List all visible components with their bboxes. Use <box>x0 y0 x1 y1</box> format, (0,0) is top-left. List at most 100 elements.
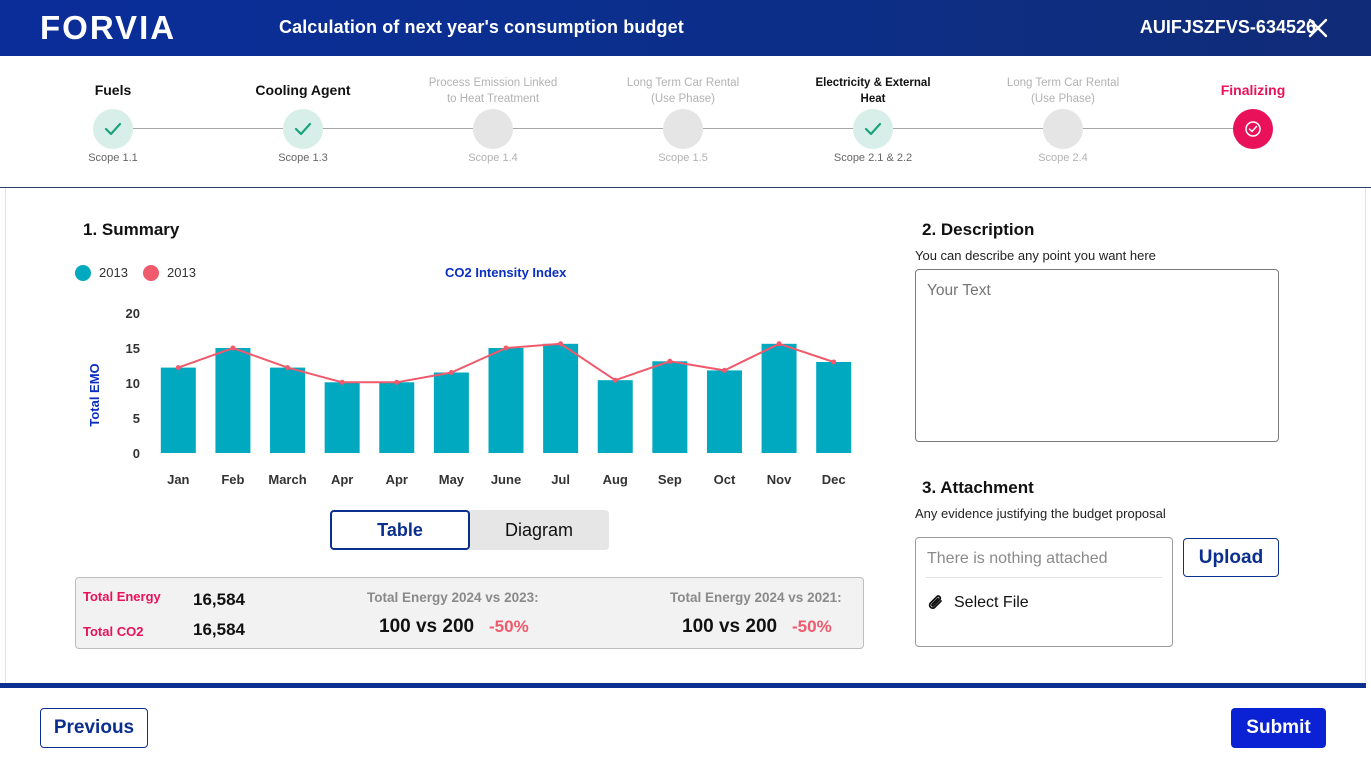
chart-point <box>339 379 345 385</box>
x-tick-label: Nov <box>767 472 792 487</box>
close-button[interactable] <box>1307 17 1329 39</box>
table-toggle-button[interactable]: Table <box>330 510 470 550</box>
step-scope: Scope 1.3 <box>278 152 328 164</box>
step-label: Process Emission Linked to Heat Treatmen… <box>428 77 558 105</box>
chart-point <box>776 341 782 347</box>
chart-bar <box>488 348 524 453</box>
x-tick-label: Dec <box>822 472 846 487</box>
comparison-value: 100 vs 200 <box>682 616 778 637</box>
step-label: Fuels <box>94 82 132 98</box>
y-tick-label: 5 <box>133 411 140 426</box>
total-energy-value: 16,584 <box>193 590 245 609</box>
comparison-label: Total Energy 2024 vs 2021: <box>670 590 842 605</box>
step-scope: Scope 1.5 <box>658 152 708 164</box>
step-label: Electricity & External Heat <box>815 77 931 105</box>
select-file-button[interactable]: Select File <box>926 591 1029 615</box>
step-status <box>853 109 893 149</box>
chart-bar <box>543 343 579 453</box>
x-tick-label: Oct <box>714 472 736 487</box>
step-scope: Scope 1.4 <box>468 152 518 164</box>
chart-point <box>721 367 727 373</box>
attachment-empty-text: There is nothing attached <box>927 550 1108 567</box>
check-circle-icon <box>1245 121 1261 137</box>
forvia-logo: FORVIA <box>40 12 220 44</box>
chart-bar <box>816 362 852 453</box>
y-tick-label: 20 <box>126 306 140 321</box>
paperclip-icon <box>928 595 942 609</box>
chart-bar <box>652 361 688 453</box>
legend-label: 2013 <box>99 265 128 280</box>
chart-bar <box>215 348 251 453</box>
chart-bar <box>433 372 469 453</box>
chart-title: CO2 Intensity Index <box>445 265 567 280</box>
comparison-delta: -50% <box>792 617 832 636</box>
summary-title: 1. Summary <box>83 220 180 239</box>
chart-point <box>612 377 618 383</box>
total-co2-value: 16,584 <box>193 620 245 639</box>
x-tick-label: June <box>491 472 521 487</box>
comparison-value: 100 vs 200 <box>379 616 475 637</box>
check-icon <box>864 122 882 136</box>
step-status <box>663 109 703 149</box>
upload-button[interactable]: Upload <box>1183 538 1279 577</box>
chart-point <box>230 345 236 351</box>
description-subtitle: You can describe any point you want here <box>915 248 1156 263</box>
total-energy-label: Total Energy <box>83 589 161 604</box>
legend-label: 2013 <box>167 265 196 280</box>
step-status <box>1043 109 1083 149</box>
document-id: AUIFJSZFVS-634526 <box>1139 17 1316 37</box>
y-tick-label: 0 <box>133 446 140 461</box>
submit-button[interactable]: Submit <box>1231 708 1326 748</box>
attachment-subtitle: Any evidence justifying the budget propo… <box>915 506 1166 521</box>
divider <box>926 577 1162 578</box>
description-textarea[interactable] <box>915 269 1279 442</box>
x-tick-label: Feb <box>221 472 244 487</box>
x-tick-label: March <box>268 472 306 487</box>
content-border <box>5 188 6 682</box>
step-label: Long Term Car Rental (Use Phase) <box>626 77 740 105</box>
app-header: FORVIA Calculation of next year's consum… <box>0 0 1371 56</box>
chart-point <box>285 365 291 371</box>
diagram-toggle-button[interactable]: Diagram <box>469 510 609 550</box>
y-tick-label: 10 <box>126 376 140 391</box>
chart-bar <box>706 370 742 453</box>
chart-point <box>448 370 454 375</box>
x-tick-label: May <box>439 472 465 487</box>
step-label: Cooling Agent <box>255 82 351 98</box>
y-tick-label: 15 <box>126 341 140 356</box>
check-icon <box>104 122 122 136</box>
chart-bar <box>270 367 306 453</box>
chart-bar <box>324 382 360 453</box>
progress-stepper: Fuels Scope 1.1 Cooling Agent Scope 1.3 … <box>0 56 1371 188</box>
previous-button[interactable]: Previous <box>40 708 148 748</box>
x-tick-label: Apr <box>331 472 353 487</box>
select-file-label: Select File <box>954 594 1029 611</box>
x-tick-label: Jul <box>551 472 570 487</box>
bar-line-chart: Total EMO 0 5 10 15 20 Jan Feb March Apr Apr May Jun… <box>87 306 852 487</box>
step-status <box>1233 109 1273 149</box>
check-icon <box>294 122 312 136</box>
step-scope: Scope 2.4 <box>1038 152 1088 164</box>
y-axis-title: Total EMO <box>87 363 102 426</box>
step-status <box>473 109 513 149</box>
step-status <box>93 109 133 149</box>
x-tick-label: Apr <box>386 472 408 487</box>
step-label: Finalizing <box>1220 82 1286 98</box>
step-label: Long Term Car Rental (Use Phase) <box>1006 77 1120 105</box>
comparison-delta: -50% <box>489 617 529 636</box>
view-toggle: Diagram Table <box>330 510 610 550</box>
x-tick-label: Jan <box>167 472 189 487</box>
description-title: 2. Description <box>922 220 1035 239</box>
comparison-label: Total Energy 2024 vs 2023: <box>367 590 539 605</box>
content-border <box>1365 188 1366 682</box>
totals-panel: Total Energy 16,584 Total CO2 16,584 Tot… <box>75 577 864 649</box>
chart-point <box>175 365 181 371</box>
total-co2-label: Total CO2 <box>83 624 144 639</box>
x-tick-label: Sep <box>658 472 682 487</box>
step-status <box>283 109 323 149</box>
attachment-box: There is nothing attached Select File <box>915 537 1173 647</box>
chart-point <box>394 379 400 385</box>
close-icon <box>1308 18 1328 38</box>
footer-divider <box>0 683 1366 688</box>
legend-swatch <box>143 265 159 281</box>
